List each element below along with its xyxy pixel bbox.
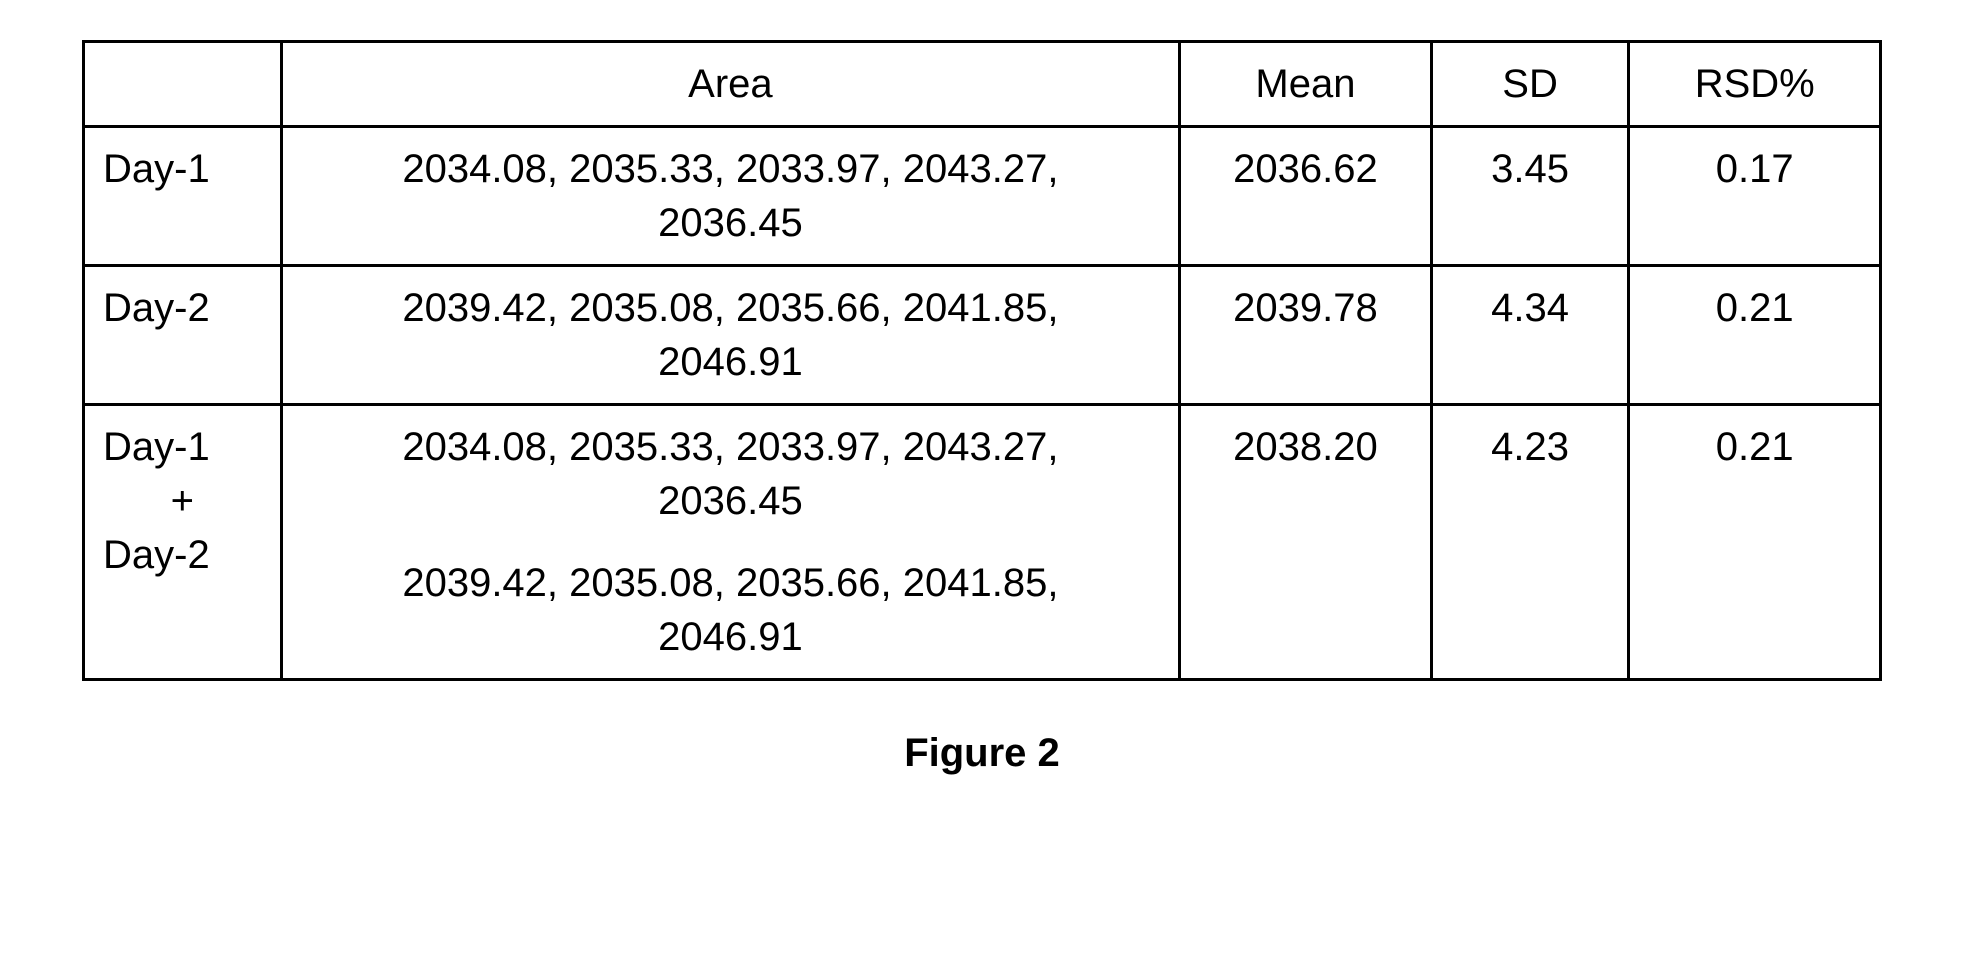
row-rsd: 0.21 <box>1629 266 1881 405</box>
table-row: Day-1+Day-22034.08, 2035.33, 2033.97, 20… <box>84 405 1881 680</box>
header-area: Area <box>281 42 1180 127</box>
figure-caption: Figure 2 <box>82 731 1882 776</box>
row-sd: 4.34 <box>1431 266 1629 405</box>
data-table: Area Mean SD RSD% Day-12034.08, 2035.33,… <box>82 40 1882 681</box>
row-mean: 2039.78 <box>1180 266 1432 405</box>
table-row: Day-22039.42, 2035.08, 2035.66, 2041.85,… <box>84 266 1881 405</box>
area-value-group: 2034.08, 2035.33, 2033.97, 2043.27, 2036… <box>301 420 1161 528</box>
row-mean: 2036.62 <box>1180 127 1432 266</box>
row-sd: 4.23 <box>1431 405 1629 680</box>
table-row: Day-12034.08, 2035.33, 2033.97, 2043.27,… <box>84 127 1881 266</box>
row-mean: 2038.20 <box>1180 405 1432 680</box>
row-label: Day-2 <box>84 266 282 405</box>
row-sd: 3.45 <box>1431 127 1629 266</box>
header-mean: Mean <box>1180 42 1432 127</box>
row-rsd: 0.17 <box>1629 127 1881 266</box>
row-area: 2039.42, 2035.08, 2035.66, 2041.85, 2046… <box>281 266 1180 405</box>
area-value-group: 2039.42, 2035.08, 2035.66, 2041.85, 2046… <box>301 556 1161 664</box>
area-value-group: 2039.42, 2035.08, 2035.66, 2041.85, 2046… <box>301 281 1161 389</box>
header-sd: SD <box>1431 42 1629 127</box>
header-blank <box>84 42 282 127</box>
header-rsd: RSD% <box>1629 42 1881 127</box>
row-area: 2034.08, 2035.33, 2033.97, 2043.27, 2036… <box>281 127 1180 266</box>
row-area: 2034.08, 2035.33, 2033.97, 2043.27, 2036… <box>281 405 1180 680</box>
row-rsd: 0.21 <box>1629 405 1881 680</box>
row-label: Day-1 <box>84 127 282 266</box>
table-header-row: Area Mean SD RSD% <box>84 42 1881 127</box>
area-value-group: 2034.08, 2035.33, 2033.97, 2043.27, 2036… <box>301 142 1161 250</box>
row-label: Day-1+Day-2 <box>84 405 282 680</box>
